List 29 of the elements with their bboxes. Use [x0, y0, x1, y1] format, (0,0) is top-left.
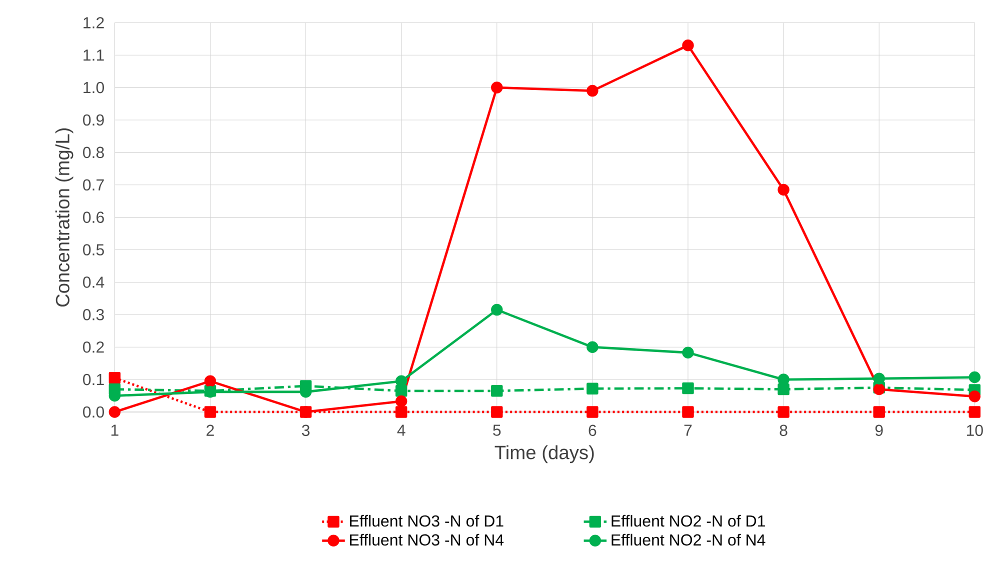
y-tick-label: 0.7 [83, 179, 104, 191]
y-tick-label: 1.2 [84, 17, 104, 28]
x-tick-label: 4 [397, 424, 406, 436]
legend-label: Effluent NO3 -N of D1 [350, 514, 504, 527]
y-tick-label: 0.6 [83, 212, 104, 223]
x-tick-label: 3 [302, 424, 310, 436]
x-tick-label: 9 [875, 424, 883, 436]
legend-label: Effluent NO2 -N of N4 [612, 534, 766, 546]
y-tick-label: 0.5 [83, 244, 104, 256]
x-tick-label: 6 [588, 424, 596, 436]
y-tick-label: 0.2 [83, 341, 104, 353]
x-tick-label: 1 [111, 424, 118, 436]
x-axis-title: Time (days) [494, 445, 594, 464]
x-tick-label: 7 [684, 424, 692, 436]
y-tick-label: 0.9 [83, 114, 104, 126]
y-axis-title: Concentration (mg/L) [55, 128, 74, 307]
y-tick-label: 1.0 [84, 82, 104, 94]
y-tick-label: 0.0 [83, 406, 104, 418]
y-tick-label: 0.1 [83, 374, 104, 386]
x-tick-label: 10 [966, 424, 983, 436]
y-tick-label: 0.4 [83, 276, 104, 288]
legend-label: Effluent NO2 -N of D1 [612, 514, 765, 527]
y-tick-label: 1.1 [84, 50, 104, 61]
y-tick-label: 0.3 [83, 309, 104, 320]
legend-label: Effluent NO3 -N of N4 [350, 534, 504, 546]
x-tick-label: 2 [206, 424, 214, 436]
x-tick-label: 8 [780, 424, 788, 436]
x-tick-label: 5 [493, 424, 501, 436]
y-tick-label: 0.8 [83, 146, 104, 158]
